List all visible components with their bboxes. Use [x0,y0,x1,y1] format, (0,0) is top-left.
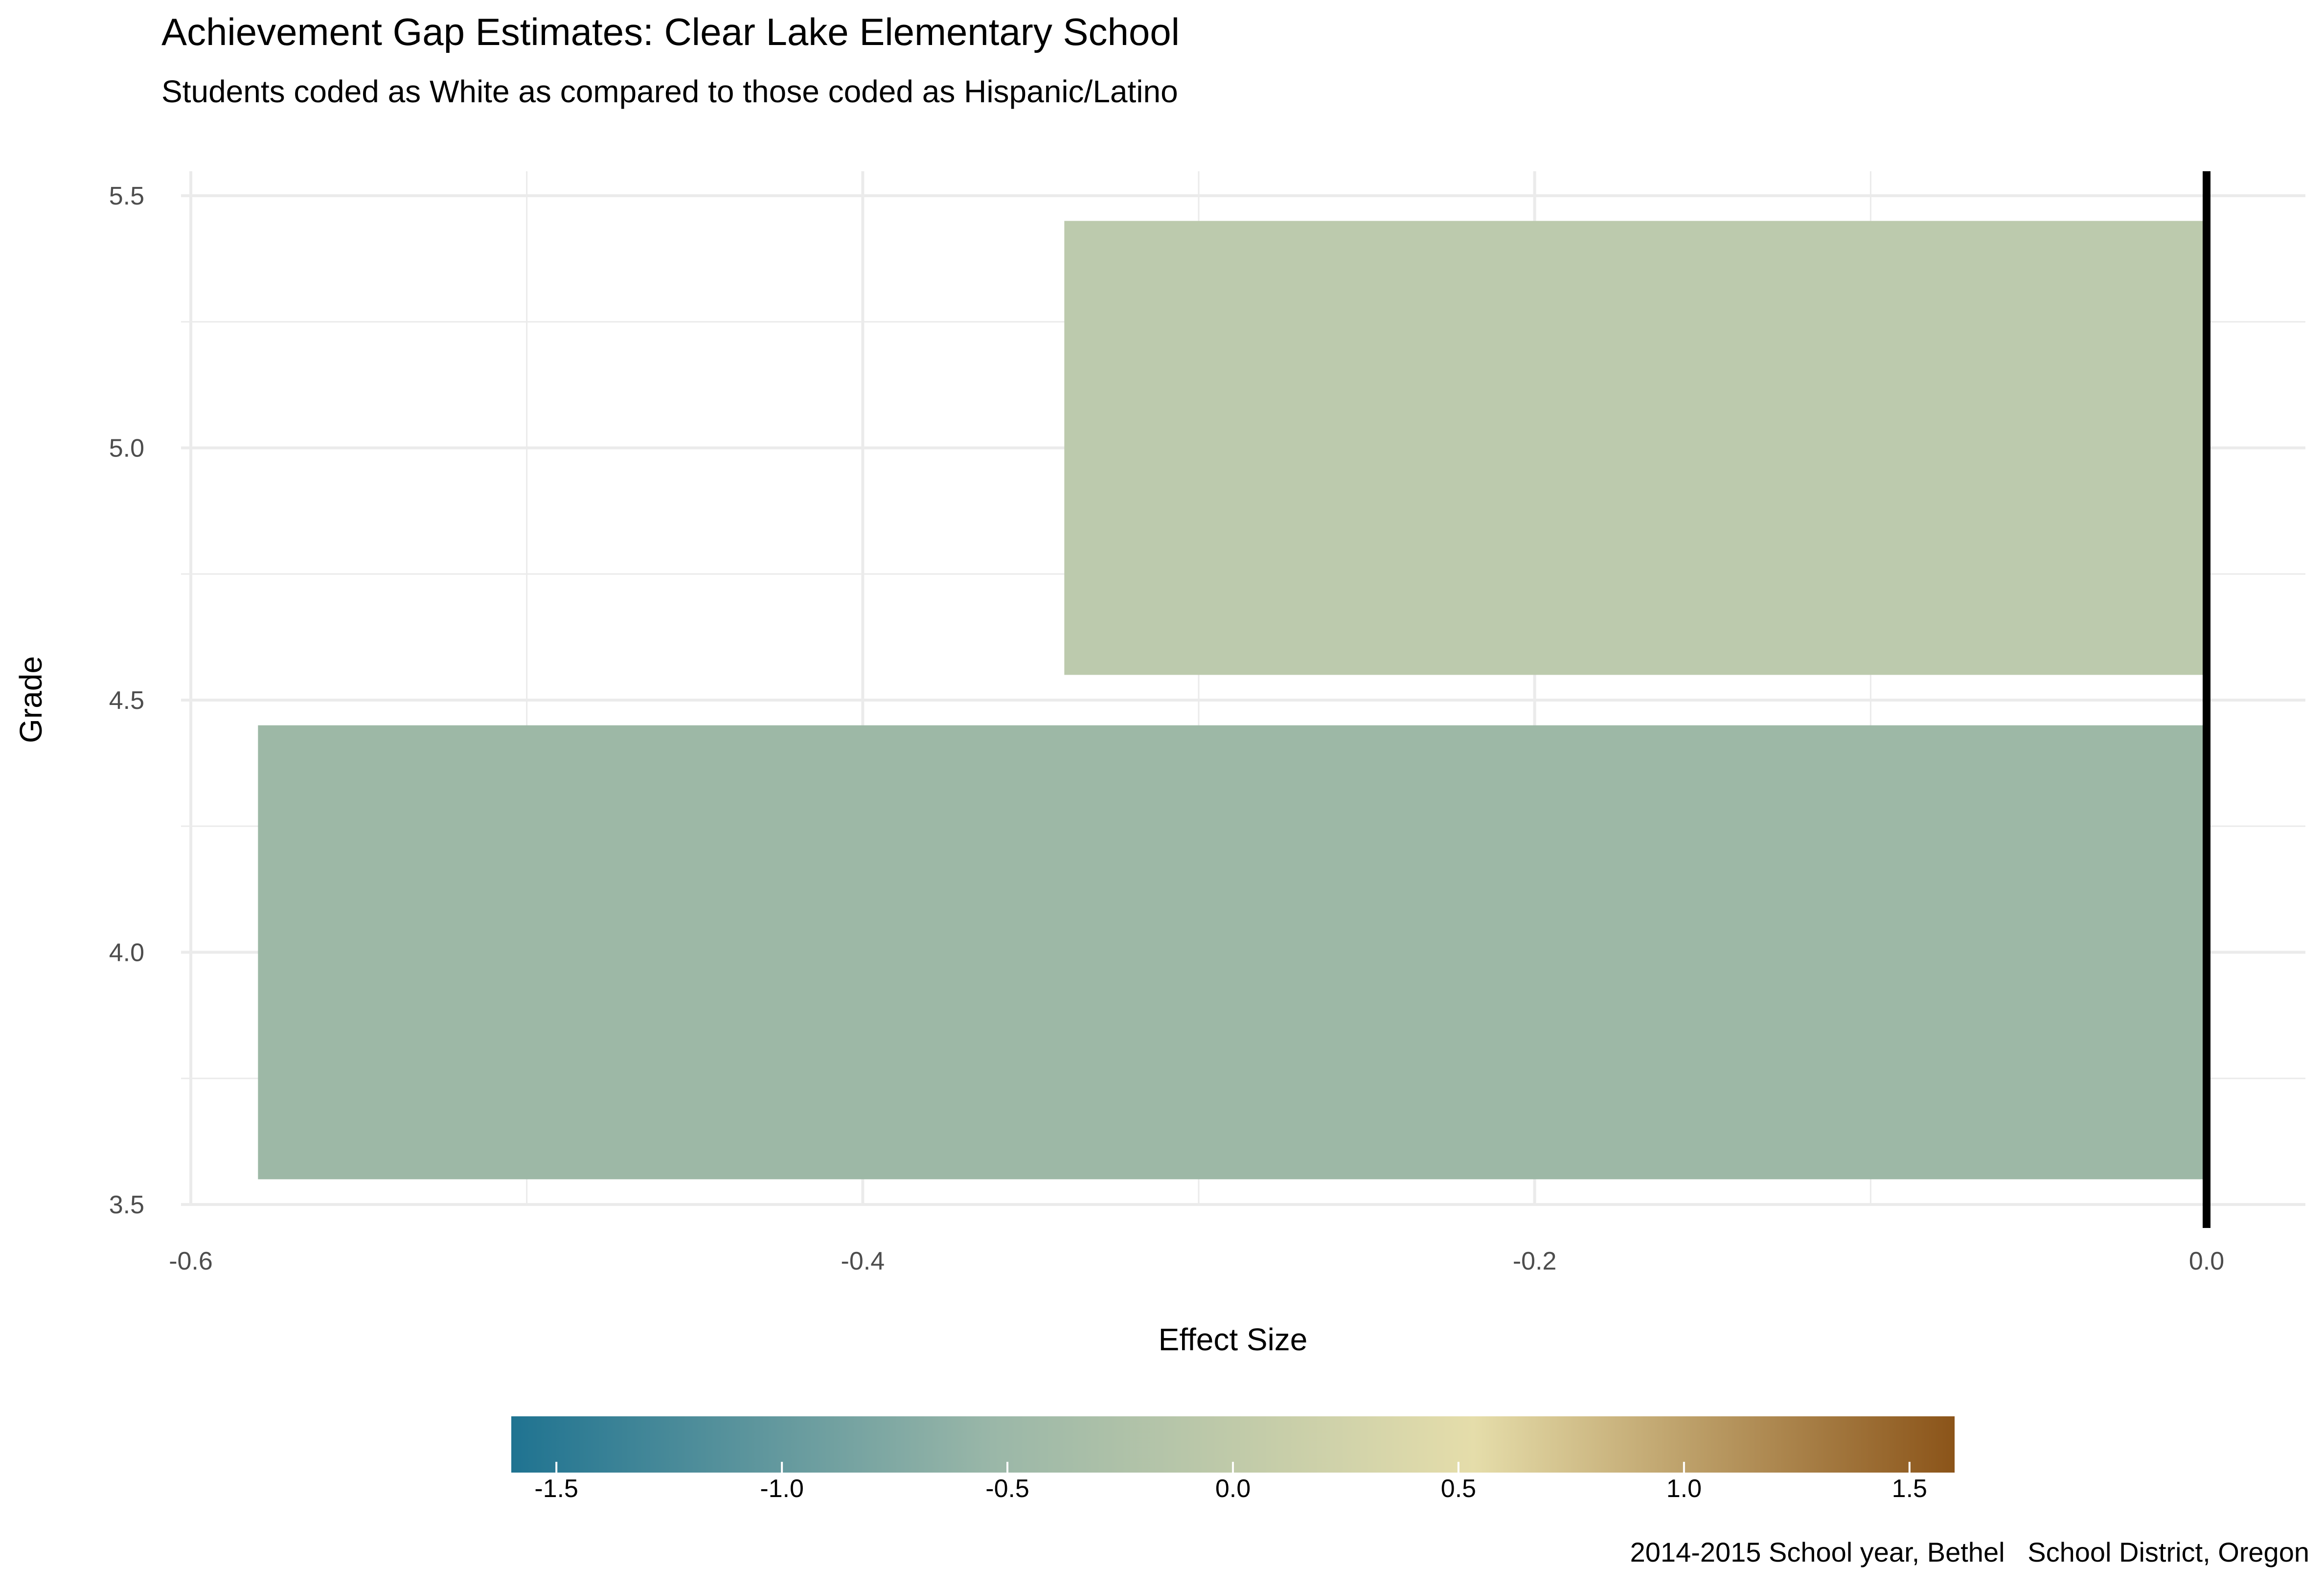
colorbar-tick-label: 1.5 [1892,1475,1927,1503]
colorbar-tick-label: -0.5 [985,1475,1029,1503]
x-tick-label: 0.0 [2189,1247,2224,1275]
chart-subtitle: Students coded as White as compared to t… [161,74,1178,109]
bars [258,221,2207,1180]
x-axis-ticks: -0.6 -0.4 -0.2 0.0 [169,1247,2224,1275]
x-tick-label: -0.2 [1513,1247,1557,1275]
x-axis-title: Effect Size [1159,1322,1308,1357]
x-tick-label: -0.6 [169,1247,213,1275]
bar-grade-5 [1064,221,2207,675]
colorbar-tick-label: 0.5 [1441,1475,1476,1503]
y-tick-label: 4.0 [109,939,144,967]
y-axis-title: Grade [13,656,48,743]
colorbar-legend: -1.5 -1.0 -0.5 0.0 0.5 1.0 1.5 [511,1416,1955,1503]
colorbar-tick-label: 1.0 [1666,1475,1702,1503]
colorbar-tick-label: -1.5 [534,1475,578,1503]
y-tick-label: 5.0 [109,434,144,463]
y-tick-label: 5.5 [109,182,144,210]
colorbar-tick-label: -1.0 [760,1475,804,1503]
y-axis-ticks: 3.5 4.0 4.5 5.0 5.5 [109,182,144,1219]
y-tick-label: 3.5 [109,1191,144,1219]
chart-caption: 2014-2015 School year, Bethel School Dis… [1630,1537,2309,1567]
x-tick-label: -0.4 [841,1247,885,1275]
bar-grade-4 [258,725,2207,1180]
chart-title: Achievement Gap Estimates: Clear Lake El… [161,10,1180,53]
y-tick-label: 4.5 [109,686,144,715]
colorbar-tick-label: 0.0 [1215,1475,1251,1503]
